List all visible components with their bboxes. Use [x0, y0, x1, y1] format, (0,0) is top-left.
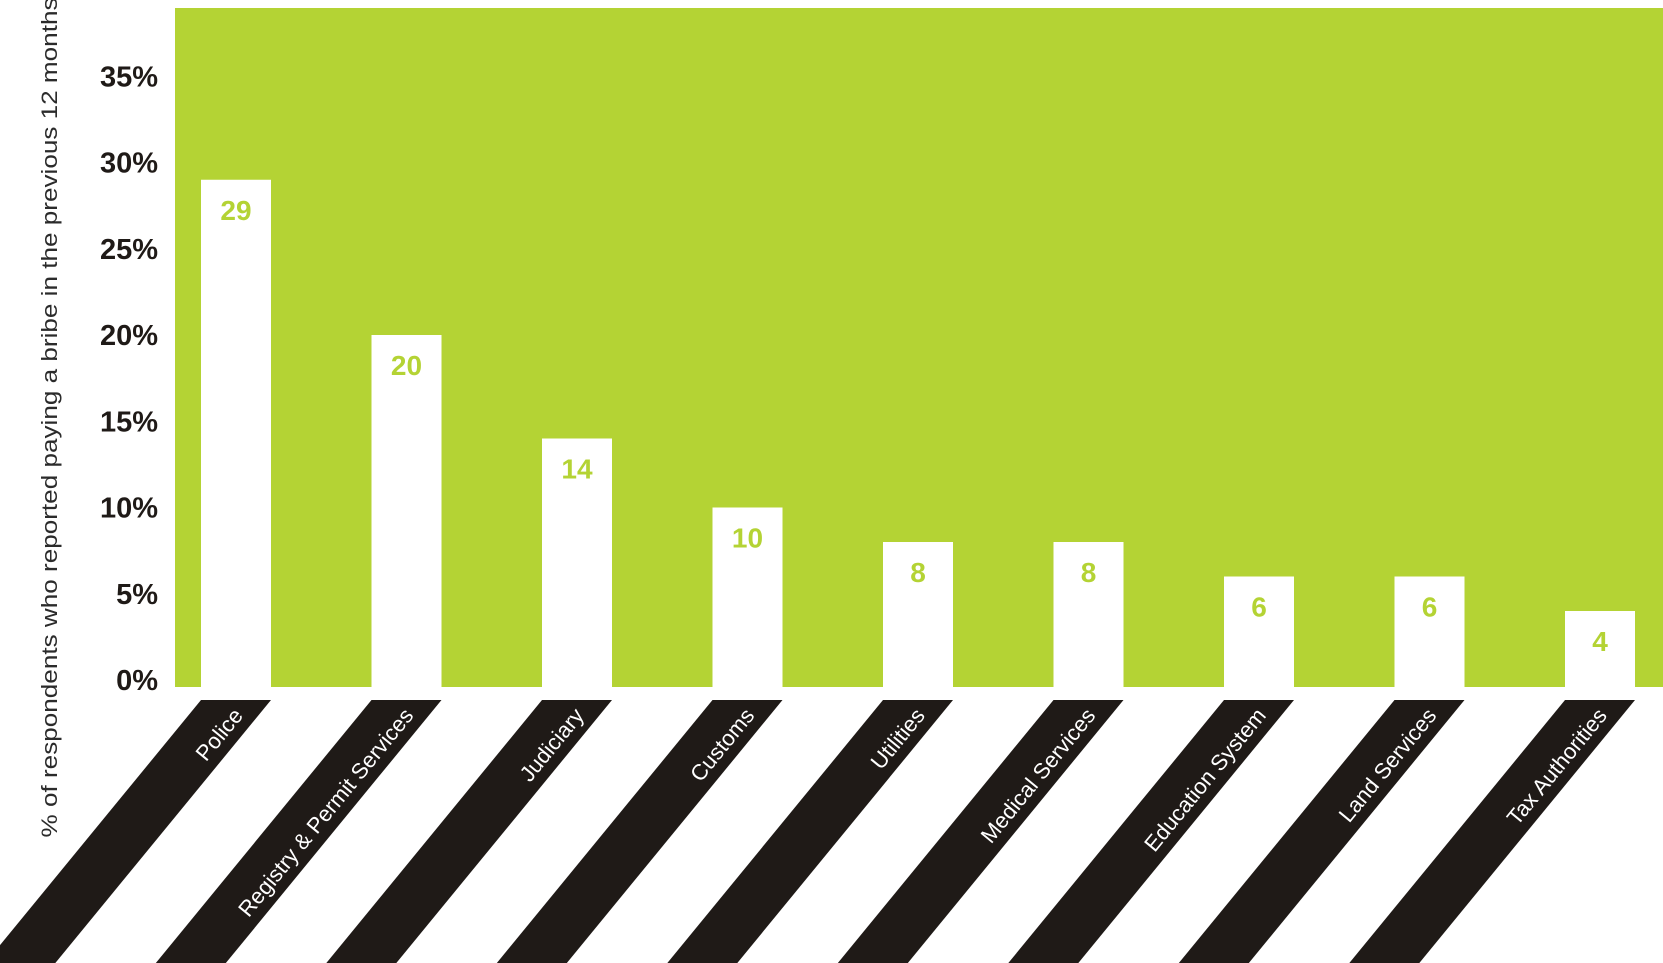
y-tick-label: 15%	[100, 406, 158, 438]
y-tick-label: 25%	[100, 234, 158, 266]
bar	[883, 542, 953, 687]
y-axis-ticks: 0% 5% 10% 15% 20% 25% 30% 35%	[100, 61, 158, 697]
category-band	[326, 700, 612, 963]
y-tick-label: 20%	[100, 320, 158, 352]
category-band	[1008, 700, 1294, 963]
y-tick-label: 5%	[116, 579, 158, 611]
bar-value-label: 10	[732, 523, 763, 554]
bars: 29 20 14 10 8 8 6 6 4	[201, 179, 1635, 687]
category-band	[667, 700, 953, 963]
category-band	[837, 700, 1124, 963]
bar	[1394, 576, 1465, 687]
category-band	[155, 700, 442, 963]
bar-value-label: 6	[1422, 592, 1438, 623]
y-tick-label: 0%	[116, 665, 158, 697]
bar-value-label: 8	[1081, 557, 1097, 588]
y-tick-label: 30%	[100, 148, 158, 180]
bar	[542, 438, 612, 687]
bar	[712, 507, 783, 687]
bar	[1224, 576, 1294, 687]
category-band	[496, 700, 783, 963]
bar-value-label: 6	[1251, 592, 1267, 623]
bar-value-label: 29	[220, 195, 251, 226]
bar-value-label: 20	[391, 350, 422, 381]
y-tick-label: 10%	[100, 493, 158, 525]
bar-value-label: 4	[1592, 626, 1608, 657]
bar	[201, 179, 271, 687]
y-tick-label: 35%	[100, 61, 158, 93]
category-band	[1349, 700, 1635, 963]
bar	[1053, 542, 1124, 687]
y-axis-label: % of respondents who reported paying a b…	[37, 0, 62, 838]
category-band	[0, 700, 271, 963]
bar-value-label: 14	[561, 454, 593, 485]
bar	[371, 335, 442, 687]
category-band	[1178, 700, 1465, 963]
bar-value-label: 8	[910, 557, 926, 588]
bar	[1565, 611, 1635, 687]
